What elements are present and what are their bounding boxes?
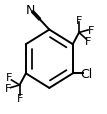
Text: F: F	[4, 83, 11, 93]
Text: F: F	[16, 93, 23, 103]
Text: F: F	[76, 16, 82, 25]
Text: F: F	[6, 73, 12, 83]
Text: F: F	[85, 37, 91, 47]
Text: Cl: Cl	[80, 67, 92, 80]
Text: N: N	[26, 4, 35, 17]
Text: F: F	[88, 26, 94, 36]
